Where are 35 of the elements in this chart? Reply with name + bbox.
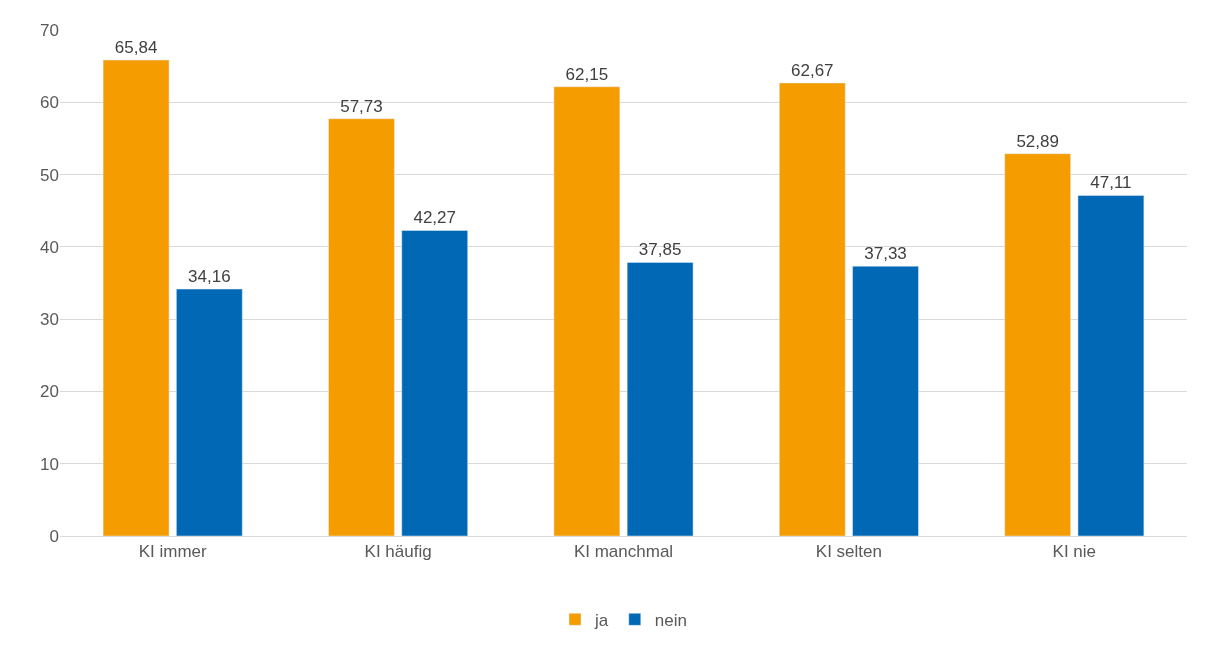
y-tick-label: 20 [40, 382, 59, 402]
data-label: 47,11 [1090, 173, 1132, 193]
data-label: 42,27 [413, 208, 456, 228]
x-tick-label: KI immer [138, 542, 208, 562]
bar [1077, 195, 1145, 536]
y-tick-label: 40 [40, 237, 59, 257]
bar [401, 230, 468, 536]
bar [328, 118, 395, 536]
y-tick-label: 10 [40, 454, 59, 474]
data-label: 52,89 [1016, 131, 1059, 151]
legend-label: ja [594, 610, 609, 630]
data-label: 37,33 [864, 244, 907, 264]
x-tick-label: KI nie [1052, 542, 1097, 562]
data-label: 65,84 [114, 38, 158, 58]
data-label: 37,85 [638, 240, 682, 260]
data-label: 34,16 [188, 267, 231, 287]
y-tick-label: 50 [40, 165, 59, 185]
bar [176, 288, 243, 536]
y-tick-label: 70 [40, 20, 59, 40]
x-tick-label: KI manchmal [573, 542, 674, 562]
y-tick-label: 30 [40, 310, 59, 330]
data-label: 62,67 [791, 60, 834, 80]
y-tick-label: 0 [49, 526, 59, 546]
bar [852, 265, 919, 536]
x-tick-label: KI häufig [364, 542, 432, 562]
data-label: 62,15 [565, 64, 609, 84]
bar [626, 262, 694, 536]
bar [102, 59, 170, 536]
x-tick-label: KI selten [815, 542, 882, 562]
data-label: 57,73 [340, 96, 383, 116]
legend-label: nein [654, 610, 687, 630]
bar [779, 82, 846, 536]
bar [1004, 153, 1071, 536]
bar [553, 86, 621, 536]
y-tick-label: 60 [40, 93, 59, 113]
